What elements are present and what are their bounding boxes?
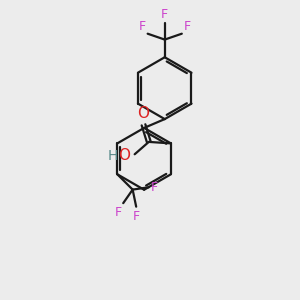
Text: F: F [184, 20, 191, 32]
Text: F: F [114, 206, 122, 218]
Text: H: H [108, 149, 119, 163]
Text: O: O [137, 106, 149, 121]
Text: F: F [133, 210, 140, 223]
Text: O: O [118, 148, 130, 163]
Text: F: F [139, 20, 145, 32]
Text: F: F [161, 8, 168, 21]
Text: F: F [151, 181, 158, 194]
